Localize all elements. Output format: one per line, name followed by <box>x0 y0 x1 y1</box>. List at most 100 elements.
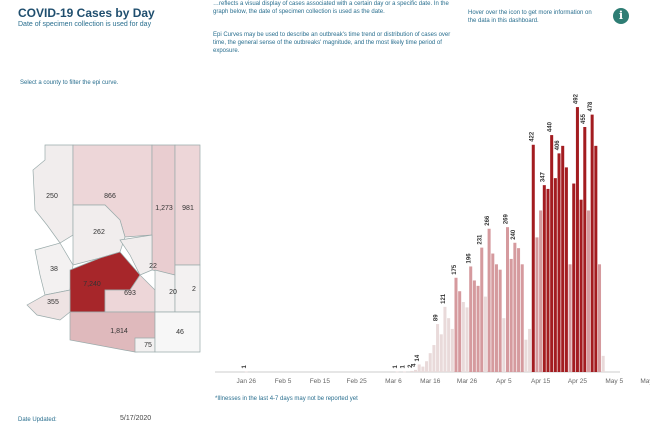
x-tick-label: Mar 16 <box>420 378 441 385</box>
bar-day-65[interactable] <box>469 266 473 372</box>
bar-day-95[interactable] <box>579 199 583 372</box>
county-label-cochise: 46 <box>176 329 184 336</box>
bar-value-label: 1 <box>400 364 406 368</box>
page-subtitle: Date of specimen collection is used for … <box>18 21 152 28</box>
county-label-coconino: 866 <box>104 193 116 200</box>
bar-day-56[interactable] <box>436 324 440 372</box>
bar-day-81[interactable] <box>528 328 532 372</box>
bar-day-77[interactable] <box>513 242 517 372</box>
bar-day-49[interactable] <box>410 370 414 372</box>
bar-day-85[interactable] <box>542 185 546 372</box>
bar-day-99[interactable] <box>594 145 598 372</box>
bar-day-88[interactable] <box>553 178 557 372</box>
bar-day-70[interactable] <box>487 228 491 372</box>
bar-day-52[interactable] <box>421 366 425 372</box>
bar-day-86[interactable] <box>546 188 550 372</box>
bar-day-62[interactable] <box>458 291 462 372</box>
bar-day-74[interactable] <box>502 318 506 372</box>
bar-day-97[interactable] <box>586 210 590 372</box>
bar-day-76[interactable] <box>509 258 513 372</box>
x-tick-label: Mar 6 <box>385 378 402 385</box>
county-label-apache: 981 <box>182 205 194 212</box>
bar-day-53[interactable] <box>425 361 429 372</box>
date-updated-label: Date Updated: <box>18 417 57 423</box>
bar-day-87[interactable] <box>550 135 554 372</box>
county-label-greenlee: 2 <box>192 286 196 293</box>
bar-day-100[interactable] <box>598 264 602 372</box>
bar-day-57[interactable] <box>439 334 443 372</box>
bar-day-66[interactable] <box>472 280 476 372</box>
county-label-yavapai: 262 <box>93 229 105 236</box>
x-tick-label: Apr 25 <box>568 378 588 385</box>
county-label-maricopa: 7,240 <box>83 281 101 288</box>
bar-day-64[interactable] <box>465 307 469 372</box>
x-tick-label: May 5 <box>605 378 623 385</box>
bar-day-78[interactable] <box>517 248 521 372</box>
bar-day-54[interactable] <box>428 353 432 372</box>
description-paragraph-1: …reflects a visual display of cases asso… <box>213 1 449 15</box>
bar-value-label: 478 <box>588 101 594 112</box>
bar-value-label: 492 <box>573 93 579 104</box>
bar-day-61[interactable] <box>454 277 458 372</box>
bar-day-73[interactable] <box>498 269 502 372</box>
bar-day-67[interactable] <box>476 285 480 372</box>
bar-value-label: 196 <box>467 253 473 264</box>
county-label-la-paz: 38 <box>50 266 58 273</box>
bar-value-label: 2 <box>408 364 414 368</box>
bar-day-98[interactable] <box>590 114 594 373</box>
info-icon[interactable]: i <box>613 8 629 24</box>
bar-day-47[interactable] <box>402 371 406 373</box>
bar-value-label: 266 <box>485 215 491 226</box>
bar-day-96[interactable] <box>583 127 587 372</box>
bar-day-80[interactable] <box>524 339 528 372</box>
bar-value-label: 269 <box>504 213 510 224</box>
bar-day-71[interactable] <box>491 253 495 372</box>
county-label-yuma: 355 <box>47 299 59 306</box>
county-label-graham: 20 <box>169 289 177 296</box>
bar-value-label: 1 <box>393 364 399 368</box>
bar-day-60[interactable] <box>450 328 454 372</box>
county-label-gila: 22 <box>149 263 157 270</box>
description-paragraph-2: Epi Curves may be used to describe an ou… <box>213 32 451 54</box>
bar-day-59[interactable] <box>447 318 451 372</box>
bar-day-4[interactable] <box>244 371 248 373</box>
bar-day-69[interactable] <box>483 296 487 372</box>
bar-day-84[interactable] <box>539 210 543 372</box>
bar-day-55[interactable] <box>432 345 436 372</box>
bar-day-75[interactable] <box>506 227 510 372</box>
bar-day-82[interactable] <box>531 144 535 372</box>
footnote: *Illnesses in the last 4-7 days may not … <box>215 396 358 402</box>
county-label-santa-cruz: 75 <box>144 342 152 349</box>
bar-day-94[interactable] <box>575 107 579 372</box>
bar-day-83[interactable] <box>535 237 539 372</box>
x-tick-label: Jan 26 <box>236 378 256 385</box>
bar-value-label: 14 <box>415 354 421 361</box>
county-label-pinal: 693 <box>124 290 136 297</box>
x-tick-label: Mar 26 <box>457 378 478 385</box>
bar-day-92[interactable] <box>568 264 572 372</box>
hover-note: Hover over the icon to get more informat… <box>468 10 592 24</box>
bar-day-93[interactable] <box>572 183 576 372</box>
bar-day-68[interactable] <box>480 247 484 372</box>
bar-day-101[interactable] <box>601 355 605 372</box>
bar-day-58[interactable] <box>443 306 447 372</box>
bar-value-label: 89 <box>434 314 440 321</box>
page-title: COVID-19 Cases by Day <box>18 6 155 20</box>
bar-day-79[interactable] <box>520 264 524 372</box>
bar-value-label: 422 <box>529 131 535 142</box>
bar-value-label: 455 <box>581 113 587 124</box>
bar-day-51[interactable] <box>417 364 421 372</box>
bar-day-45[interactable] <box>395 371 399 373</box>
bar-value-label: 240 <box>511 229 517 240</box>
bar-day-89[interactable] <box>557 153 561 372</box>
county-map: 250 866 1,273 981 262 38 7,240 22 355 693 20 2 1,814… <box>26 144 201 353</box>
bar-day-90[interactable] <box>561 145 565 372</box>
bar-value-label: 440 <box>548 121 554 132</box>
bar-day-63[interactable] <box>461 302 465 372</box>
bar-day-91[interactable] <box>564 167 568 372</box>
county-gila[interactable] <box>119 234 153 276</box>
bar-day-50[interactable] <box>414 369 418 372</box>
bar-day-72[interactable] <box>494 264 498 372</box>
bar-value-label: 406 <box>555 140 561 151</box>
county-cochise[interactable] <box>154 311 201 353</box>
